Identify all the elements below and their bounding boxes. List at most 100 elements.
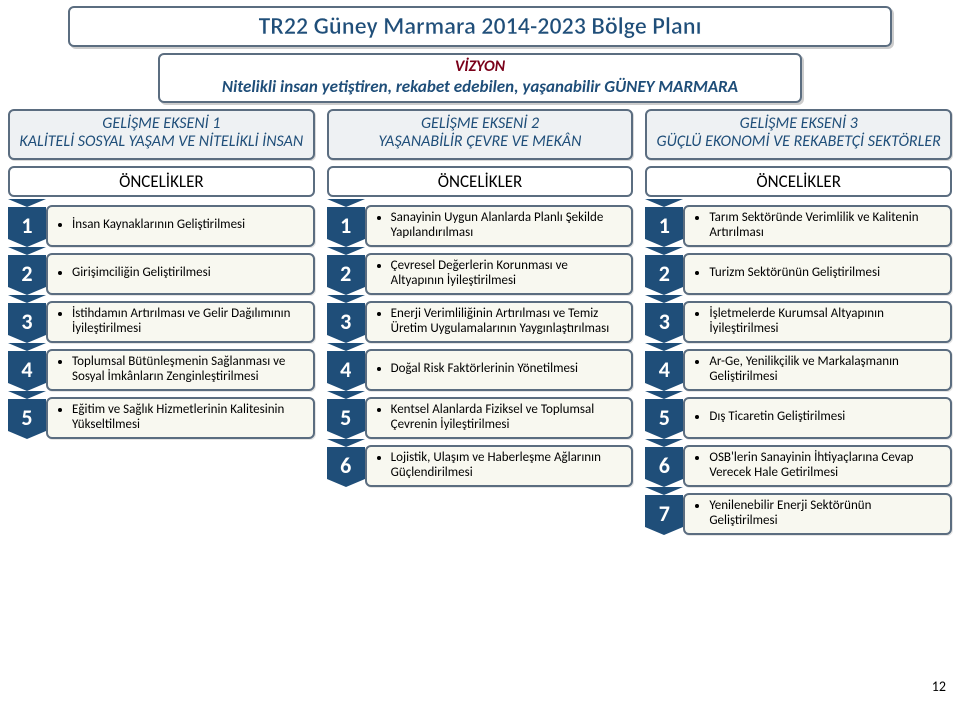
axis-3-line1: GELİŞME EKSENİ 3 [653,115,944,133]
chevron-number: 5 [645,397,683,439]
priority-item: 3 İşletmelerde Kurumsal Altyapının İyileş… [645,301,952,343]
plan-title: TR22 Güney Marmara 2014-2023 Bölge Planı [90,12,870,41]
vision-text: Nitelikli insan yetiştiren, rekabet edeb… [172,76,788,97]
priority-card: Ar-Ge, Yenilikçilik ve Markalaşmanın Gel… [683,349,952,391]
priority-text: Yenilenebilir Enerji Sektörünün Geliştir… [709,499,942,529]
priority-item: 1 Sanayinin Uygun Alanlarda Planlı Şekild… [327,205,634,247]
chevron-number-text: 5 [659,404,670,431]
chevron-number-text: 1 [21,212,32,239]
priority-card: Enerji Verimliliğinin Artırılması ve Tem… [365,301,634,343]
priority-text: Kentsel Alanlarda Fiziksel ve Toplumsal … [391,403,624,433]
axis-2-line1: GELİŞME EKSENİ 2 [335,115,626,133]
chevron-number: 1 [327,205,365,247]
chevron-number-text: 3 [21,308,32,335]
priority-card: Dış Ticaretin Geliştirilmesi [683,397,952,439]
priority-card: OSB'lerin Sanayinin İhtiyaçlarına Cevap … [683,445,952,487]
priority-item: 3 Enerji Verimliliğinin Artırılması ve Te… [327,301,634,343]
priority-text: Girişimciliğin Geliştirilmesi [72,266,211,281]
priorities-row: ÖNCELİKLER ÖNCELİKLER ÖNCELİKLER [8,166,952,197]
chevron-number: 4 [327,349,365,391]
priority-card: Eğitim ve Sağlık Hizmetlerinin Kalitesin… [46,397,315,439]
chevron-number: 7 [645,493,683,535]
priority-item: 4 Ar-Ge, Yenilikçilik ve Markalaşmanın Ge… [645,349,952,391]
priority-text: İstihdamın Artırılması ve Gelir Dağılımı… [72,307,305,337]
chevron-number: 3 [8,301,46,343]
columns: 1 İnsan Kaynaklarının Geliştirilmesi 2 Giri… [8,205,952,535]
priority-text: Turizm Sektörünün Geliştirilmesi [709,266,880,281]
priority-card: Lojistik, Ulaşım ve Haberleşme Ağlarının… [365,445,634,487]
vision-box: VİZYON Nitelikli insan yetiştiren, rekab… [158,53,802,103]
priority-item: 4Toplumsal Bütünleşmenin Sağlanması ve S… [8,349,315,391]
chevron-number-text: 3 [659,308,670,335]
axis-3-line2: GÜÇLÜ EKONOMİ VE REKABETÇİ SEKTÖRLER [653,133,944,151]
priority-card: Kentsel Alanlarda Fiziksel ve Toplumsal … [365,397,634,439]
chevron-number-text: 5 [340,404,351,431]
priority-card: İstihdamın Artırılması ve Gelir Dağılımı… [46,301,315,343]
chevron-number: 2 [327,253,365,295]
priority-item: 7 Yenilenebilir Enerji Sektörünün Gelişti… [645,493,952,535]
chevron-number-text: 5 [21,404,32,431]
priority-text: Tarım Sektöründe Verimlilik ve Kalitenin… [709,211,942,241]
priority-text: Eğitim ve Sağlık Hizmetlerinin Kalitesin… [72,403,305,433]
chevron-number: 2 [645,253,683,295]
priority-text: Enerji Verimliliğinin Artırılması ve Tem… [391,307,624,337]
priority-item: 6 Lojistik, Ulaşım ve Haberleşme Ağlarını… [327,445,634,487]
chevron-number: 6 [645,445,683,487]
priority-text: Sanayinin Uygun Alanlarda Planlı Şekilde… [391,211,624,241]
priority-item: 2 Turizm Sektörünün Geliştirilmesi [645,253,952,295]
priority-item: 1 Tarım Sektöründe Verimlilik ve Kaliteni… [645,205,952,247]
priority-text: İşletmelerde Kurumsal Altyapının İyileşt… [709,307,942,337]
chevron-number-text: 4 [21,356,32,383]
chevron-number-text: 6 [340,452,351,479]
priority-card: Yenilenebilir Enerji Sektörünün Geliştir… [683,493,952,535]
chevron-number: 6 [327,445,365,487]
chevron-number-text: 2 [21,260,32,287]
chevron-number-text: 1 [659,212,670,239]
priority-item: 6 OSB'lerin Sanayinin İhtiyaçlarına Cevap… [645,445,952,487]
priority-text: Ar-Ge, Yenilikçilik ve Markalaşmanın Gel… [709,355,942,385]
chevron-number-text: 3 [340,308,351,335]
chevron-number-text: 4 [340,356,351,383]
axis-1-line2: KALİTELİ SOSYAL YAŞAM VE NİTELİKLİ İNSAN [16,133,307,151]
chevron-number: 5 [327,397,365,439]
axis-1-line1: GELİŞME EKSENİ 1 [16,115,307,133]
priorities-label-2: ÖNCELİKLER [327,166,634,197]
axis-3: GELİŞME EKSENİ 3 GÜÇLÜ EKONOMİ VE REKABE… [645,109,952,160]
priority-item: 1 İnsan Kaynaklarının Geliştirilmesi [8,205,315,247]
chevron-number-text: 6 [659,452,670,479]
priority-text: Doğal Risk Faktörlerinin Yönetilmesi [391,362,578,377]
regional-plan-diagram: TR22 Güney Marmara 2014-2023 Bölge Planı… [0,0,960,701]
axis-2: GELİŞME EKSENİ 2 YAŞANABİLİR ÇEVRE VE ME… [327,109,634,160]
priority-item: 3 İstihdamın Artırılması ve Gelir Dağılım… [8,301,315,343]
chevron-number: 3 [645,301,683,343]
chevron-number: 5 [8,397,46,439]
priority-item: 5 Dış Ticaretin Geliştirilmesi [645,397,952,439]
priority-card: Tarım Sektöründe Verimlilik ve Kalitenin… [683,205,952,247]
chevron-number-text: 1 [340,212,351,239]
priority-text: OSB'lerin Sanayinin İhtiyaçlarına Cevap … [709,451,942,481]
chevron-number: 1 [645,205,683,247]
priority-item: 4 Doğal Risk Faktörlerinin Yönetilmesi [327,349,634,391]
chevron-number: 2 [8,253,46,295]
title-band: TR22 Güney Marmara 2014-2023 Bölge Planı [68,6,892,47]
chevron-number: 4 [645,349,683,391]
axis-2-line2: YAŞANABİLİR ÇEVRE VE MEKÂN [335,133,626,151]
page-number: 12 [932,678,946,695]
column-2: 1 Sanayinin Uygun Alanlarda Planlı Şekild… [327,205,634,535]
priority-text: İnsan Kaynaklarının Geliştirilmesi [72,218,245,233]
priority-card: Girişimciliğin Geliştirilmesi [46,253,315,295]
chevron-number-text: 7 [659,500,670,527]
priorities-label-3: ÖNCELİKLER [645,166,952,197]
priority-card: Turizm Sektörünün Geliştirilmesi [683,253,952,295]
priority-text: Çevresel Değerlerin Korunması ve Altyapı… [391,259,624,289]
priority-item: 2 Çevresel Değerlerin Korunması ve Altyap… [327,253,634,295]
priority-card: Doğal Risk Faktörlerinin Yönetilmesi [365,349,634,391]
priority-item: 5 Kentsel Alanlarda Fiziksel ve Toplumsal… [327,397,634,439]
priority-card: Sanayinin Uygun Alanlarda Planlı Şekilde… [365,205,634,247]
priority-text: Dış Ticaretin Geliştirilmesi [709,410,845,425]
chevron-number-text: 2 [340,260,351,287]
column-3: 1 Tarım Sektöründe Verimlilik ve Kaliteni… [645,205,952,535]
vision-heading: VİZYON [172,57,788,76]
column-1: 1 İnsan Kaynaklarının Geliştirilmesi 2 Giri… [8,205,315,535]
priority-card: Çevresel Değerlerin Korunması ve Altyapı… [365,253,634,295]
